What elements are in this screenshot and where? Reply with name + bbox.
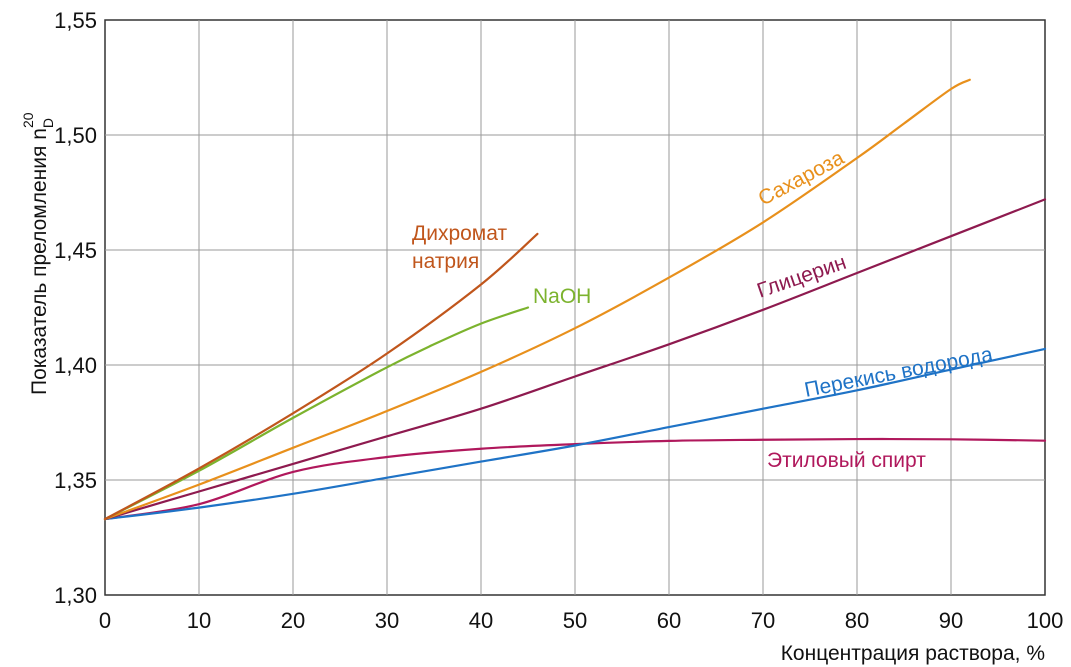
- series-line-sucrose: [103, 78, 971, 521]
- y-tick-label: 1,45: [54, 238, 97, 263]
- y-tick-label: 1,50: [54, 123, 97, 148]
- series-line-sodium-dichromate: [103, 232, 539, 521]
- y-tick-label: 1,55: [54, 8, 97, 33]
- label-dichromate-line1: Дихромат: [412, 222, 507, 245]
- y-axis-label: Показатель преломления nD 20: [20, 112, 56, 395]
- x-tick-label: 0: [99, 608, 111, 633]
- y-tick-label: 1,30: [54, 583, 97, 608]
- label-dichromate-line2: натрия: [412, 250, 479, 273]
- series-layer: [103, 78, 1047, 521]
- x-axis-label: Концентрация раствора, %: [781, 642, 1045, 665]
- x-tick-label: 50: [563, 608, 587, 633]
- x-tick-label: 80: [845, 608, 869, 633]
- x-tick-label: 90: [939, 608, 963, 633]
- series-line-naoh: [103, 306, 530, 521]
- y-axis-label-sup: 20: [20, 112, 36, 128]
- x-tick-label: 100: [1027, 608, 1064, 633]
- x-tick-label: 30: [375, 608, 399, 633]
- x-tick-label: 70: [751, 608, 775, 633]
- y-tick-label: 1,35: [54, 468, 97, 493]
- svg-text:Показатель преломления nD20: Показатель преломления nD 20: [20, 112, 56, 395]
- series-line-ethanol: [103, 437, 1047, 521]
- series-line-hydrogen-peroxide: [103, 347, 1047, 521]
- x-tick-label: 20: [281, 608, 305, 633]
- label-naoh: NaOH: [533, 285, 591, 308]
- tick-labels: 0 10 20 30 40 50 60 70 80 90 100 1,30 1,35 1,40 1,45 1,…: [54, 8, 1063, 633]
- grid: [105, 20, 1045, 595]
- x-tick-label: 10: [187, 608, 211, 633]
- x-tick-label: 40: [469, 608, 493, 633]
- y-axis-label-sub: D: [40, 118, 56, 128]
- y-tick-label: 1,40: [54, 353, 97, 378]
- series-line-glycerin: [103, 198, 1047, 521]
- label-ethanol: Этиловый спирт: [767, 449, 926, 472]
- x-tick-label: 60: [657, 608, 681, 633]
- y-axis-label-main: Показатель преломления n: [28, 128, 51, 395]
